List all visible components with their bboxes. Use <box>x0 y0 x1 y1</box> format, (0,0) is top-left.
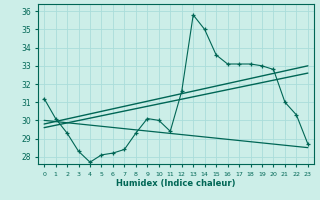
X-axis label: Humidex (Indice chaleur): Humidex (Indice chaleur) <box>116 179 236 188</box>
